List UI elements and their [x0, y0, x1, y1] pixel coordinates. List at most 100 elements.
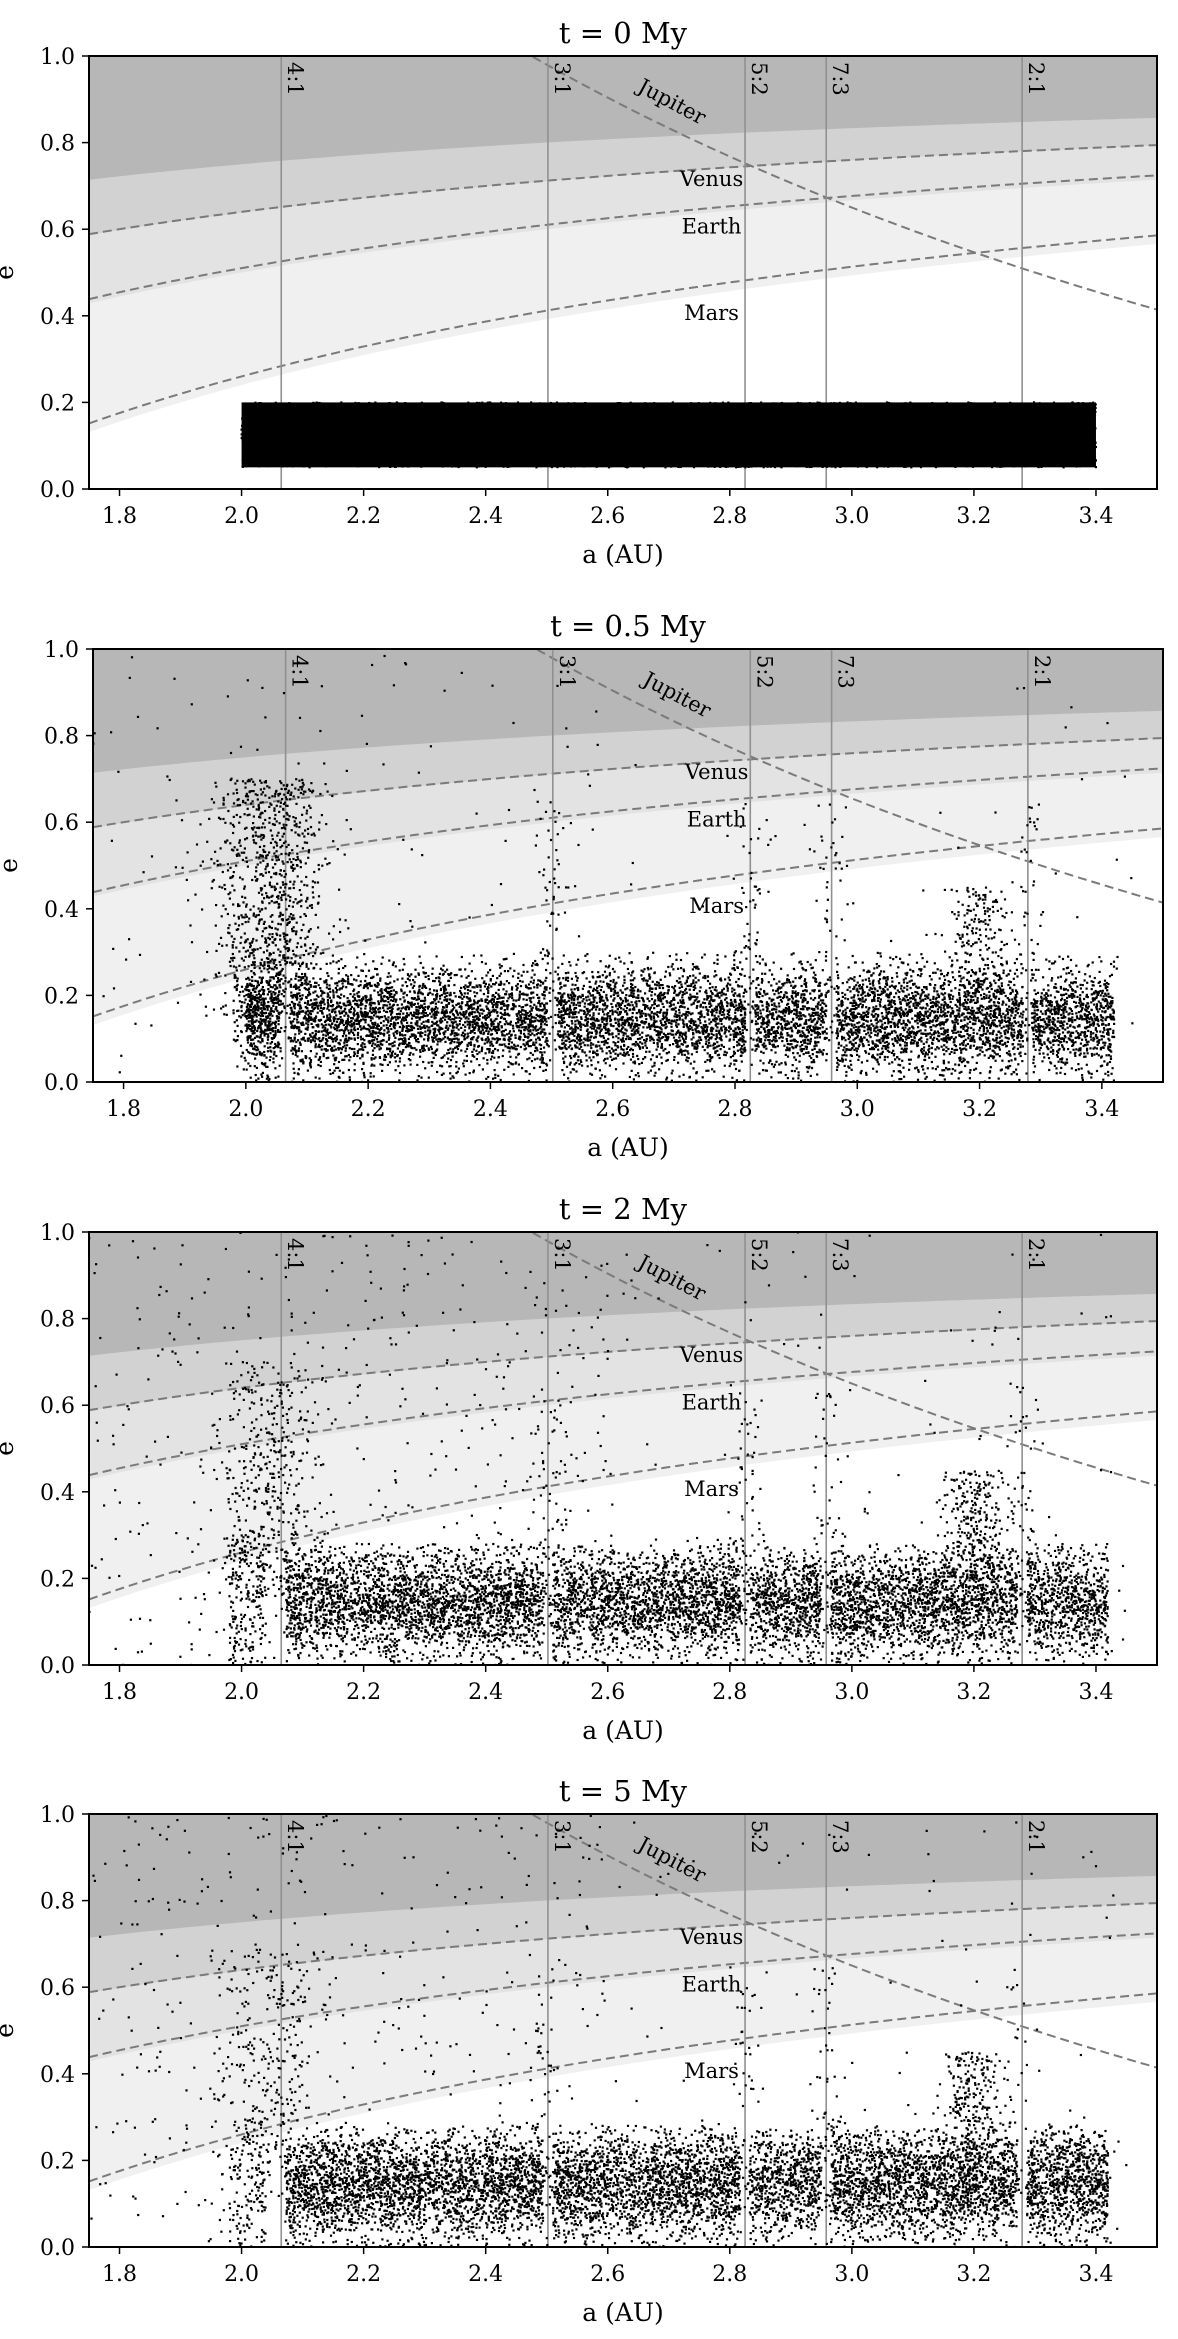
data-point — [388, 456, 391, 459]
data-point — [541, 403, 544, 407]
data-point — [502, 464, 505, 467]
data-point — [818, 407, 821, 410]
data-point — [855, 437, 859, 440]
data-point — [792, 438, 795, 441]
data-point — [1015, 457, 1019, 460]
data-point — [315, 401, 318, 404]
data-point — [1001, 405, 1004, 408]
data-point — [632, 403, 635, 406]
data-point — [407, 442, 411, 445]
data-point — [743, 465, 746, 468]
data-point — [485, 454, 488, 458]
data-point — [730, 423, 734, 426]
data-point — [387, 452, 390, 455]
data-point — [421, 437, 424, 440]
data-point — [971, 430, 974, 433]
data-point — [912, 415, 915, 418]
data-point — [448, 444, 451, 447]
data-point — [923, 452, 926, 456]
data-point — [645, 425, 648, 428]
data-point — [555, 455, 558, 458]
data-point — [546, 414, 549, 417]
data-point — [541, 422, 544, 425]
data-point — [271, 463, 274, 466]
data-point — [734, 466, 738, 469]
data-point — [821, 417, 824, 420]
data-point — [874, 413, 877, 416]
data-point — [867, 412, 870, 415]
data-point — [1020, 425, 1023, 428]
data-point — [1029, 445, 1032, 448]
data-point — [549, 439, 552, 442]
data-point — [268, 441, 271, 444]
data-point — [471, 461, 474, 464]
data-point — [856, 423, 859, 426]
data-point — [608, 425, 611, 428]
data-point — [877, 450, 880, 453]
data-point — [311, 422, 314, 425]
data-point — [270, 407, 273, 410]
data-point — [828, 452, 831, 455]
data-point — [352, 459, 355, 462]
data-point — [879, 425, 882, 428]
data-point — [241, 424, 244, 427]
data-point — [659, 447, 662, 450]
data-point — [414, 442, 417, 445]
data-point — [486, 413, 489, 416]
data-point — [417, 424, 420, 428]
data-point — [463, 420, 466, 423]
data-point — [535, 466, 538, 469]
data-point — [892, 410, 895, 413]
data-point — [550, 453, 553, 456]
data-point — [985, 421, 988, 424]
data-point — [774, 402, 778, 405]
data-point — [271, 404, 274, 407]
data-point — [472, 441, 475, 444]
data-point — [960, 429, 963, 433]
data-point — [378, 452, 381, 455]
data-point — [411, 450, 414, 453]
data-point — [661, 443, 665, 446]
data-point — [712, 411, 715, 414]
data-point — [275, 408, 278, 411]
data-point — [784, 414, 787, 417]
data-point — [918, 404, 921, 407]
data-point — [305, 412, 309, 415]
data-point — [325, 458, 328, 461]
data-point — [697, 464, 700, 467]
data-point — [972, 419, 975, 422]
data-point — [971, 459, 974, 462]
data-point — [695, 451, 698, 454]
data-point — [322, 464, 325, 467]
data-point — [1077, 436, 1080, 439]
data-point — [790, 428, 794, 432]
data-point — [710, 429, 713, 432]
data-point — [587, 414, 590, 417]
data-point — [929, 433, 932, 436]
data-point — [788, 431, 791, 434]
data-point — [752, 409, 755, 413]
data-point — [927, 448, 930, 451]
data-point — [837, 442, 840, 445]
data-point — [655, 423, 658, 427]
data-point — [1047, 412, 1050, 415]
data-point — [740, 423, 744, 426]
data-point — [762, 454, 765, 457]
data-point — [399, 433, 402, 436]
data-point — [538, 421, 542, 424]
data-point — [779, 453, 782, 456]
data-point — [1065, 445, 1068, 448]
data-point — [545, 405, 549, 408]
data-point — [937, 465, 940, 468]
data-point — [642, 408, 645, 412]
data-point — [812, 436, 815, 439]
data-point — [337, 439, 340, 442]
data-point — [802, 422, 805, 425]
data-point — [761, 412, 764, 416]
data-point — [797, 413, 800, 416]
data-point — [243, 406, 246, 409]
data-point — [831, 404, 834, 407]
data-point — [408, 439, 411, 442]
data-point — [854, 404, 857, 407]
data-point — [1084, 450, 1087, 453]
